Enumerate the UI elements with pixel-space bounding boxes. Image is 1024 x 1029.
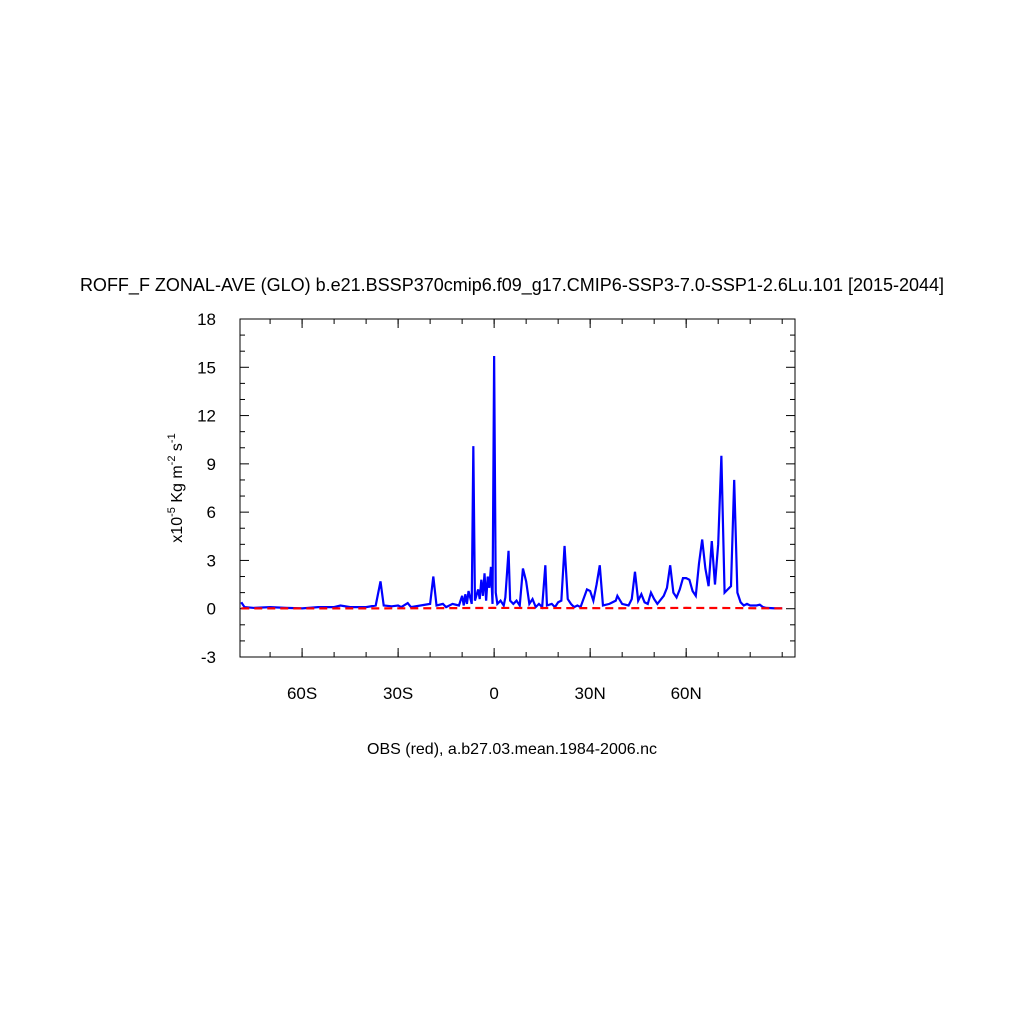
y-label-superscript: -1	[166, 433, 178, 443]
y-label-text: x10	[169, 517, 186, 543]
chart-title: ROFF_F ZONAL-AVE (GLO) b.e21.BSSP370cmip…	[80, 275, 944, 296]
chart-subtitle: OBS (red), a.b27.03.mean.1984-2006.nc	[367, 741, 657, 758]
x-tick-label: 0	[489, 684, 498, 703]
y-tick-label: 3	[207, 551, 216, 570]
y-label-text: Kg m	[169, 465, 186, 507]
data-line	[241, 356, 782, 608]
y-tick-label: 0	[207, 600, 216, 619]
y-tick-label: 18	[197, 310, 216, 329]
y-tick-label: -3	[201, 648, 216, 667]
y-tick-label: 9	[207, 455, 216, 474]
y-label-superscript: -5	[166, 507, 178, 517]
y-tick-label: 15	[197, 358, 216, 377]
y-tick-label: 6	[207, 503, 216, 522]
y-axis-label: x10-5 Kg m-2 s-1	[166, 433, 186, 542]
y-label-text: s	[169, 443, 186, 455]
y-label-superscript: -2	[166, 456, 178, 466]
x-tick-label: 30S	[383, 684, 413, 703]
y-tick-label: 12	[197, 407, 216, 426]
x-tick-label: 30N	[575, 684, 606, 703]
x-tick-label: 60S	[287, 684, 317, 703]
x-tick-label: 60N	[671, 684, 702, 703]
